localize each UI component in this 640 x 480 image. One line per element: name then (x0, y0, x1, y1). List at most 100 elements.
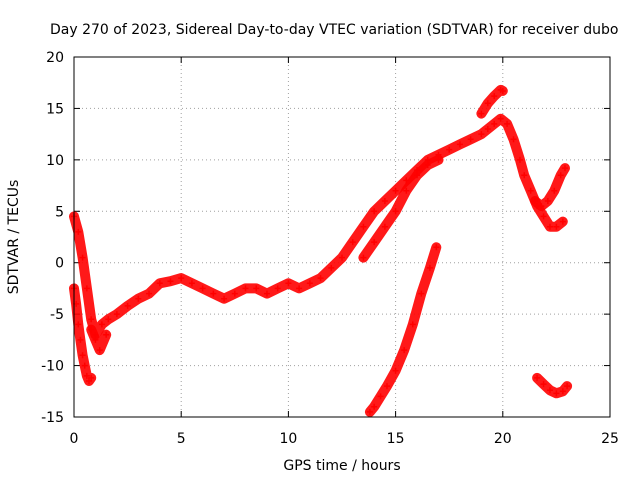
data-point (557, 172, 564, 179)
series-band (476, 84, 508, 119)
x-axis-label: GPS time / hours (283, 458, 400, 474)
data-point (75, 321, 82, 328)
data-point (360, 254, 367, 261)
data-point (103, 331, 110, 338)
series-band (69, 113, 568, 340)
y-tick-label: 5 (55, 204, 64, 220)
data-point (414, 172, 421, 179)
data-point (544, 198, 551, 204)
y-tick-label: 10 (46, 153, 64, 169)
data-point (426, 264, 433, 271)
chart-title: Day 270 of 2023, Sidereal Day-to-day VTE… (50, 22, 618, 38)
data-point (96, 347, 103, 354)
data-point (366, 408, 373, 415)
data-point (231, 290, 238, 297)
data-point (81, 362, 88, 369)
data-point (546, 223, 553, 230)
data-point (188, 280, 195, 287)
data-point (98, 321, 105, 328)
series-rising-branch (364, 242, 442, 417)
data-point (92, 336, 99, 343)
grid-lines (74, 57, 610, 417)
data-point (484, 100, 491, 107)
data-point (546, 387, 553, 394)
data-point (516, 156, 523, 163)
y-tick-label: -15 (41, 410, 64, 426)
x-tick-label: 0 (70, 431, 79, 447)
series-late-recovery (530, 163, 570, 212)
data-point (478, 110, 485, 117)
data-point (491, 93, 498, 100)
data-point (504, 120, 511, 127)
data-point (538, 203, 545, 210)
data-point (381, 223, 388, 230)
data-point (124, 302, 131, 309)
data-point (199, 285, 206, 292)
data-point (409, 321, 416, 328)
data-point (146, 290, 153, 297)
data-point (79, 254, 86, 261)
data-point (499, 87, 506, 94)
y-tick-label: 0 (55, 256, 64, 272)
data-point (135, 295, 142, 302)
plot-frame (73, 56, 611, 418)
data-point (559, 388, 566, 395)
data-point (435, 156, 442, 163)
series-late-peak-branch (476, 84, 508, 119)
y-tick-label: 20 (46, 50, 64, 66)
data-point (306, 280, 313, 287)
data-point (263, 290, 270, 297)
tick-labels: 0 5 10 15 20 25 -15 -10 -5 0 5 10 15 20 (41, 50, 619, 447)
x-tick-label: 25 (601, 431, 619, 447)
data-point (88, 316, 95, 323)
data-point (86, 378, 93, 384)
data-point (296, 285, 303, 292)
series-layer (69, 84, 573, 417)
data-point (551, 187, 558, 194)
series-band (358, 154, 444, 263)
data-point (274, 285, 281, 292)
data-point (467, 136, 474, 143)
data-point (392, 208, 399, 215)
data-point (384, 383, 391, 390)
series-band (86, 324, 112, 356)
data-point (553, 390, 560, 397)
y-tick-label: -5 (50, 307, 64, 323)
data-point (79, 352, 86, 359)
data-point (559, 218, 566, 225)
data-point (497, 115, 504, 122)
data-point (77, 336, 84, 343)
data-point (553, 223, 560, 230)
series-second-branch (86, 324, 112, 356)
data-point (113, 311, 120, 318)
data-point (328, 264, 335, 271)
series-upper-rising-branch (358, 154, 444, 263)
data-point (446, 146, 453, 153)
data-point (75, 228, 82, 235)
data-point (371, 208, 378, 215)
series-band (364, 242, 442, 417)
y-tick-label: -10 (41, 359, 64, 375)
axis-ticks (73, 56, 611, 418)
data-point (403, 187, 410, 194)
y-axis-label: SDTVAR / TECUs (6, 180, 22, 295)
series-main-band (69, 113, 568, 340)
data-point (377, 393, 384, 400)
data-point (83, 285, 90, 292)
data-point (371, 239, 378, 246)
data-point (510, 136, 517, 143)
x-tick-label: 5 (177, 431, 186, 447)
x-tick-label: 15 (387, 431, 405, 447)
data-point (88, 326, 95, 333)
data-point (242, 285, 249, 292)
data-point (88, 374, 95, 381)
data-point (392, 367, 399, 374)
data-point (349, 239, 356, 246)
data-point (491, 120, 498, 127)
data-point (540, 381, 547, 388)
data-point (527, 187, 534, 194)
data-point (156, 280, 163, 287)
data-point (339, 254, 345, 261)
data-point (317, 275, 324, 282)
